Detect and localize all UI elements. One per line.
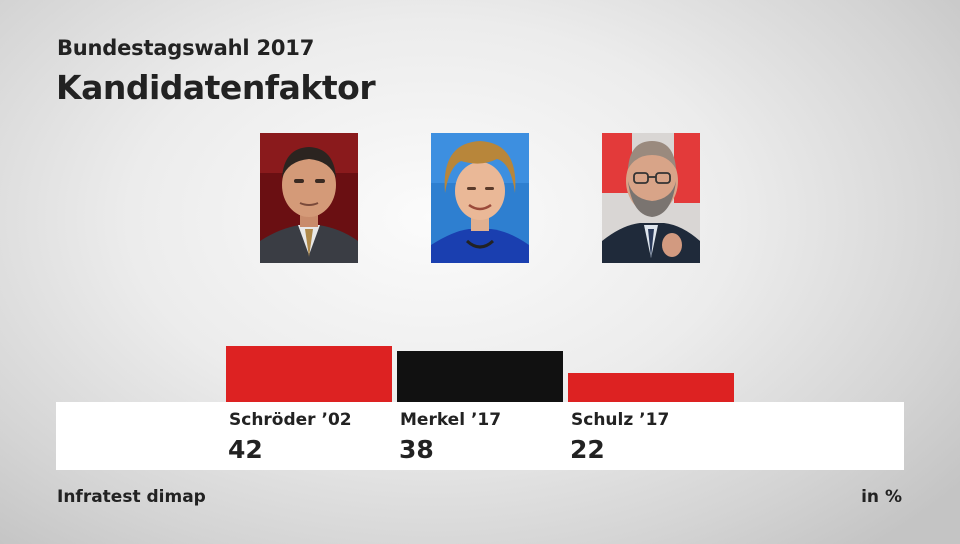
portrait-schroeder-icon [260,133,358,263]
source-label: Infratest dimap [57,487,206,507]
category-label: Merkel ’17 [400,410,502,430]
label-strip [56,402,904,470]
chart-title: Kandidatenfaktor [56,68,376,107]
bar-2 [397,351,563,402]
value-label: 22 [570,435,605,464]
value-label: 38 [399,435,434,464]
portrait-schulz-icon [602,133,700,263]
bar-1 [226,346,392,402]
category-label: Schulz ’17 [571,410,670,430]
value-label: 42 [228,435,263,464]
chart-subtitle: Bundestagswahl 2017 [57,36,315,60]
category-label: Schröder ’02 [229,410,352,430]
unit-label: in % [861,487,902,507]
bar-3 [568,373,734,402]
portrait-merkel-icon [431,133,529,263]
